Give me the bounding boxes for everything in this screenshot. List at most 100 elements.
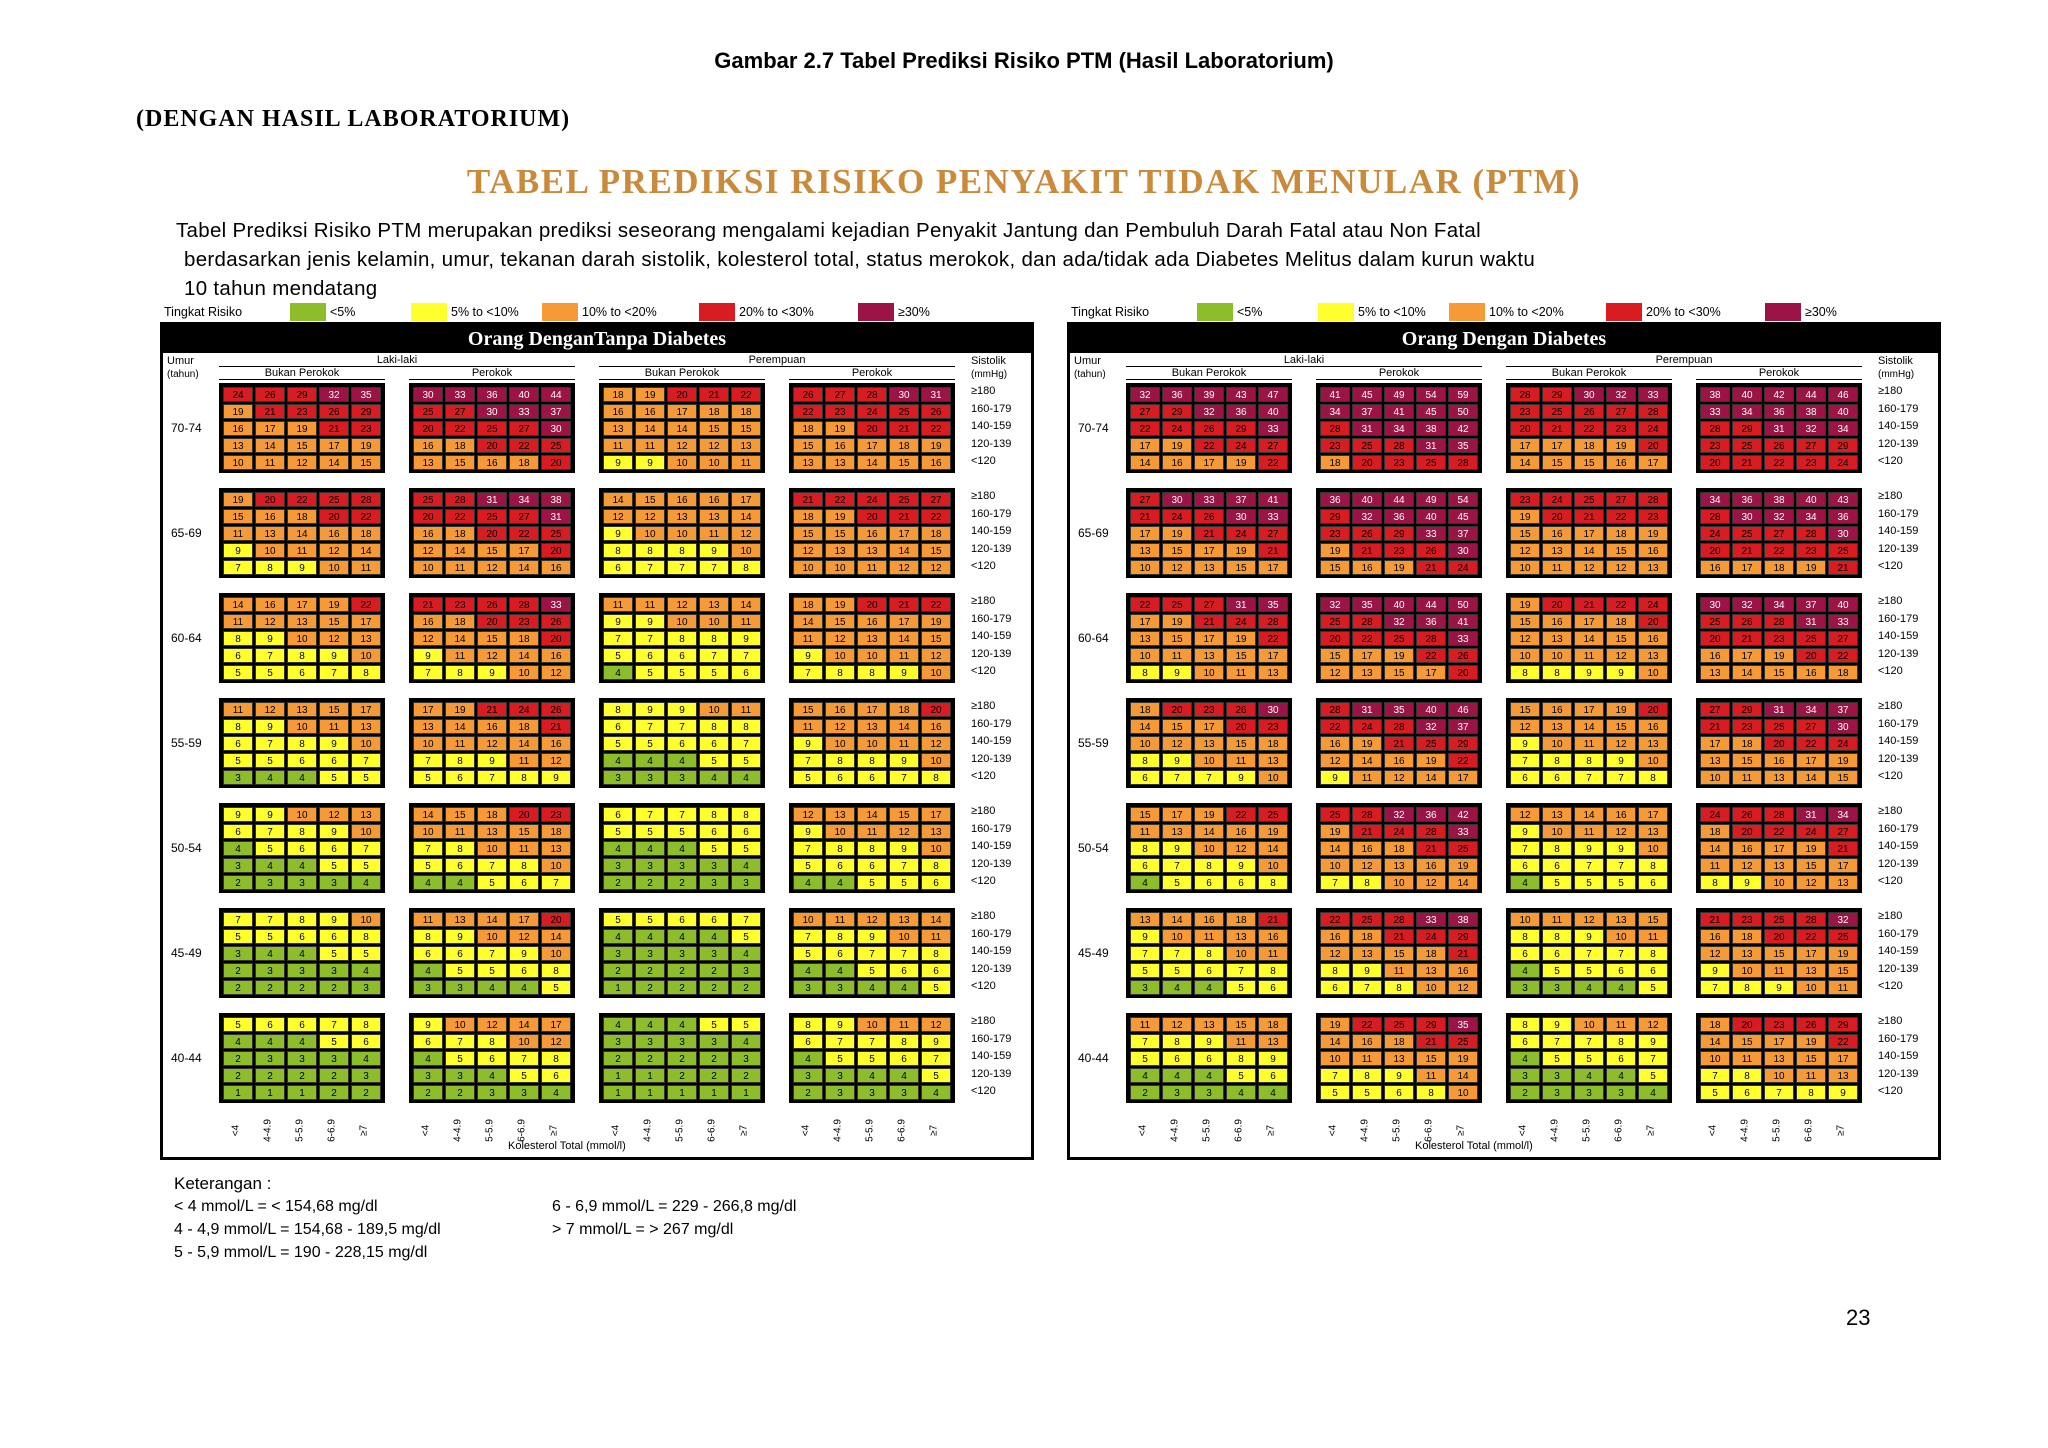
risk-cell: 4 — [223, 841, 253, 856]
risk-cell: 15 — [477, 543, 507, 558]
risk-block: 22 25 28 33 38 16 18 21 24 29 12 13 15 18 21 8 9 11 13 16 6 7… — [1316, 908, 1482, 998]
risk-row: 17 19 22 24 27 — [1129, 437, 1289, 454]
risk-row: 19 21 23 26 30 — [1319, 542, 1479, 559]
risk-row: 10 11 12 12 13 — [1509, 559, 1669, 576]
risk-cell: 27 — [445, 404, 475, 419]
risk-cell: 25 — [1352, 912, 1382, 927]
risk-cell: 4 — [635, 929, 665, 944]
risk-cell: 24 — [1226, 526, 1256, 541]
risk-cell: 21 — [793, 492, 823, 507]
risk-cell: 12 — [1510, 807, 1540, 822]
risk-row: 14 15 18 20 23 — [412, 806, 572, 823]
risk-cell: 22 — [351, 597, 381, 612]
risk-cell: 19 — [1510, 597, 1540, 612]
risk-cell: 12 — [1796, 875, 1826, 890]
risk-cell: 31 — [1226, 597, 1256, 612]
risk-cell: 14 — [413, 807, 443, 822]
risk-cell: 15 — [1384, 665, 1414, 680]
risk-cell: 5 — [921, 980, 951, 995]
risk-cell: 34 — [1796, 702, 1826, 717]
risk-cell: 12 — [255, 614, 285, 629]
legend-swatch — [290, 303, 326, 321]
risk-row: 7 8 10 11 13 — [412, 840, 572, 857]
systolic-label: ≥180 — [971, 700, 996, 712]
risk-cell: 13 — [699, 509, 729, 524]
header-rule — [789, 379, 955, 380]
risk-cell: 4 — [731, 1034, 761, 1049]
risk-cell: 5 — [921, 1068, 951, 1083]
risk-cell: 16 — [1542, 526, 1572, 541]
systolic-label: ≥180 — [1878, 1015, 1903, 1027]
risk-cell: 8 — [1194, 858, 1224, 873]
risk-cell: 4 — [1574, 980, 1604, 995]
risk-row: 23 25 26 27 29 — [1699, 437, 1859, 454]
risk-cell: 6 — [1510, 858, 1540, 873]
risk-cell: 27 — [509, 421, 539, 436]
risk-cell: 3 — [351, 980, 381, 995]
risk-cell: 20 — [1542, 597, 1572, 612]
risk-cell: 13 — [1194, 1017, 1224, 1032]
risk-cell: 8 — [731, 560, 761, 575]
risk-block: 24 26 28 31 34 18 20 22 24 27 14 16 17 19 21 11 12 13 15 17… — [1696, 803, 1862, 893]
risk-cell: 22 — [921, 421, 951, 436]
risk-cell: 18 — [477, 807, 507, 822]
risk-block: 34 36 38 40 43 28 30 32 34 36 24 25 27 28 30 20 21 22 23 25… — [1696, 488, 1862, 578]
risk-cell: 7 — [413, 753, 443, 768]
risk-cell: 7 — [635, 560, 665, 575]
risk-cell: 20 — [857, 421, 887, 436]
risk-cell: 4 — [287, 946, 317, 961]
risk-cell: 10 — [793, 912, 823, 927]
risk-cell: 27 — [921, 492, 951, 507]
risk-cell: 3 — [635, 770, 665, 785]
risk-cell: 27 — [1764, 526, 1794, 541]
risk-cell: 14 — [731, 509, 761, 524]
risk-cell: 14 — [445, 631, 475, 646]
risk-cell: 24 — [1226, 614, 1256, 629]
risk-cell: 20 — [857, 597, 887, 612]
risk-cell: 18 — [1352, 929, 1382, 944]
risk-cell: 2 — [255, 980, 285, 995]
risk-row: 20 22 25 27 31 — [412, 508, 572, 525]
risk-cell: 32 — [1194, 404, 1224, 419]
risk-cell: 7 — [1606, 858, 1636, 873]
risk-row: 6 7 8 9 10 — [1129, 857, 1289, 874]
systolic-label: ≥180 — [971, 1015, 996, 1027]
risk-row: 12 14 16 19 22 — [1319, 752, 1479, 769]
risk-cell: 15 — [445, 807, 475, 822]
risk-cell: 14 — [319, 455, 349, 470]
risk-cell: 8 — [1226, 1051, 1256, 1066]
risk-cell: 5 — [635, 912, 665, 927]
risk-row: 9 11 12 14 17 — [1319, 769, 1479, 786]
risk-cell: 16 — [1352, 1034, 1382, 1049]
risk-cell: 3 — [477, 1085, 507, 1100]
risk-cell: 26 — [1732, 614, 1762, 629]
risk-cell: 24 — [1384, 824, 1414, 839]
risk-cell: 20 — [1764, 736, 1794, 751]
risk-cell: 5 — [223, 929, 253, 944]
risk-cell: 12 — [1606, 560, 1636, 575]
risk-cell: 13 — [287, 702, 317, 717]
risk-cell: 5 — [667, 824, 697, 839]
risk-cell: 10 — [1700, 770, 1730, 785]
risk-cell: 7 — [223, 912, 253, 927]
risk-cell: 5 — [825, 1051, 855, 1066]
risk-cell: 5 — [413, 770, 443, 785]
risk-row: 24 26 28 31 34 — [1699, 806, 1859, 823]
risk-cell: 12 — [825, 631, 855, 646]
risk-cell: 40 — [509, 387, 539, 402]
risk-cell: 3 — [319, 1051, 349, 1066]
risk-cell: 6 — [509, 875, 539, 890]
risk-cell: 4 — [635, 1017, 665, 1032]
risk-cell: 6 — [889, 963, 919, 978]
risk-cell: 21 — [1700, 719, 1730, 734]
risk-cell: 34 — [509, 492, 539, 507]
intro-line: berdasarkan jenis kelamin, umur, tekanan… — [184, 248, 1536, 271]
risk-row: 15 17 19 22 25 — [1129, 806, 1289, 823]
risk-cell: 13 — [1384, 1051, 1414, 1066]
risk-cell: 27 — [1606, 404, 1636, 419]
risk-row: 12 12 13 13 14 — [602, 508, 762, 525]
